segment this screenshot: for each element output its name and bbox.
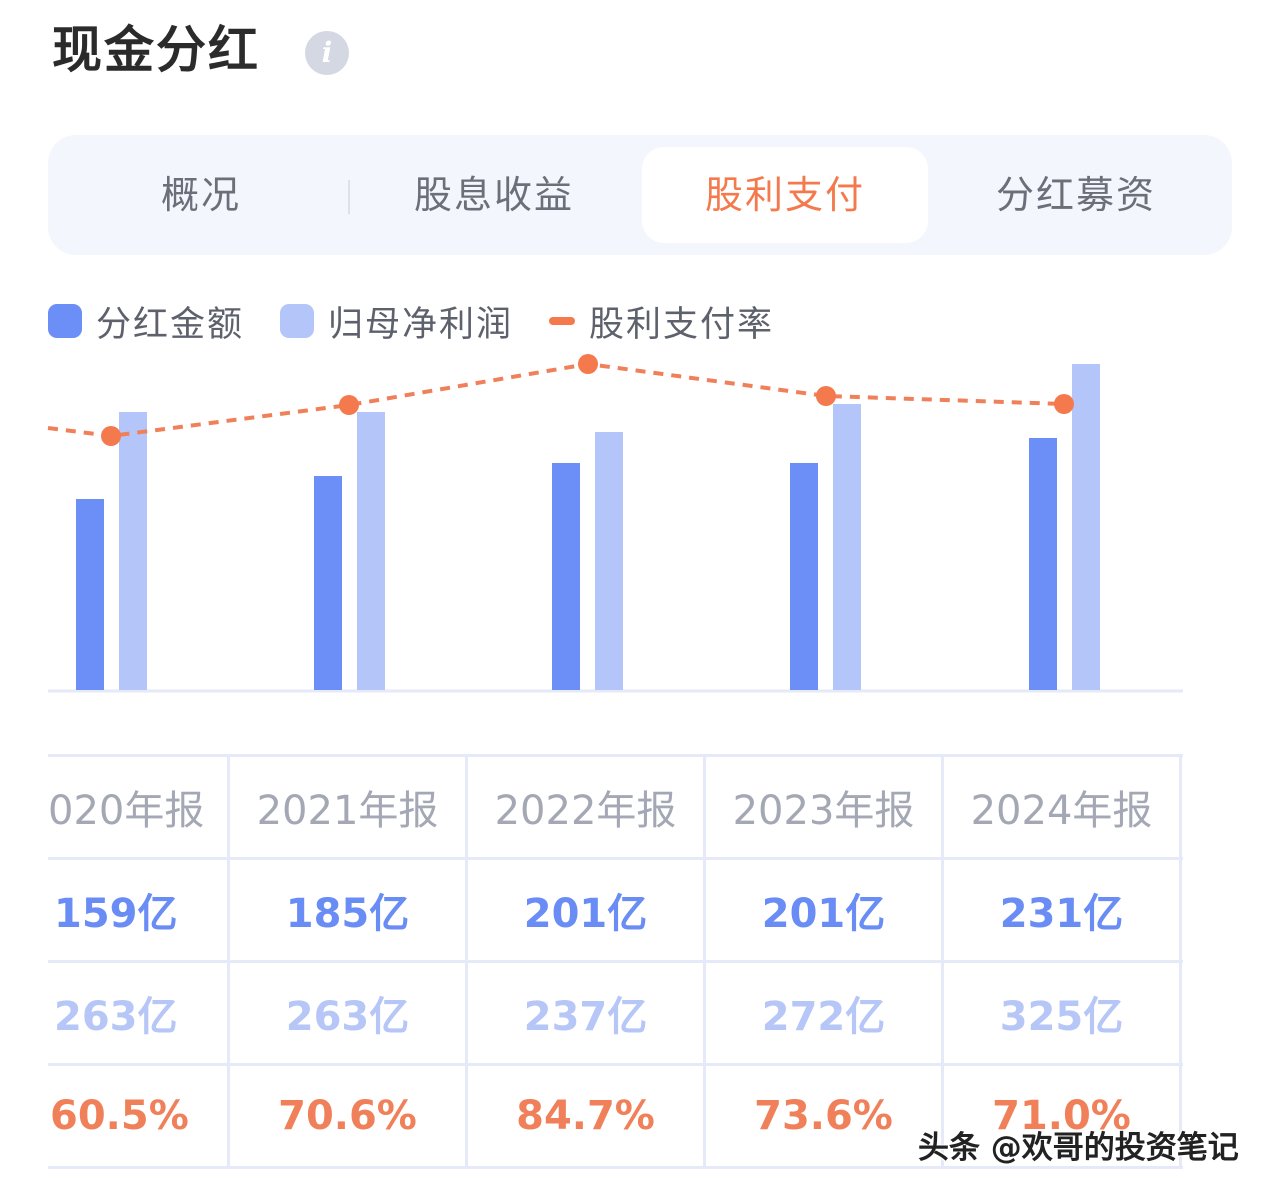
bar-net-profit-2024[interactable] [1072,364,1100,690]
table-row-years: 020年报 2021年报 2022年报 2023年报 2024年报 [48,754,1183,857]
table-row-payout-ratio: 60.5% 70.6% 84.7% 73.6% 71.0% [48,1063,1183,1169]
bar-net-profit-2023[interactable] [833,404,861,690]
tab-dividend-yield[interactable]: 股息收益 [413,173,574,217]
legend-payout-line-icon [549,317,576,325]
tab-divider [348,180,350,214]
table-cell-dividend: 231亿 [944,860,1182,960]
bar-net-profit-2021[interactable] [357,412,385,690]
table-cell-dividend: 159亿 [48,860,230,960]
legend-net-profit[interactable]: 归母净利润 [280,296,513,347]
legend-dividend-label: 分红金额 [96,304,245,345]
legend-net-profit-swatch-icon [280,304,315,338]
tab-dividend-financing[interactable]: 分红募资 [995,173,1156,217]
payout-point-2020[interactable] [101,426,121,446]
payout-point-2024[interactable] [1054,394,1074,414]
page-title: 现金分红 [52,21,260,79]
table-row-dividend: 159亿 185亿 201亿 201亿 231亿 [48,857,1183,960]
table-cell-year: 2024年报 [944,757,1182,857]
table-cell-payout-ratio: 60.5% [48,1066,230,1166]
legend-net-profit-label: 归母净利润 [328,304,514,345]
table-cell-dividend: 201亿 [706,860,944,960]
legend-payout-label: 股利支付率 [589,304,775,345]
bar-net-profit-2022[interactable] [595,432,623,690]
legend-dividend-swatch-icon [48,304,82,338]
chart-legend: 分红金额 归母净利润 股利支付率 [48,296,810,346]
payout-point-2021[interactable] [339,395,359,415]
info-icon[interactable]: i [305,31,349,75]
bar-net-profit-2020[interactable] [119,412,147,690]
table-cell-net-profit: 263亿 [48,963,230,1063]
table-cell-net-profit: 237亿 [468,963,706,1063]
combo-chart [47,354,1183,693]
watermark: 头条 @欢哥的投资笔记 [918,1130,1239,1166]
table-cell-net-profit: 272亿 [706,963,944,1063]
table-cell-net-profit: 325亿 [944,963,1182,1063]
table-cell-year: 2022年报 [468,757,706,857]
bar-dividend-2021[interactable] [314,476,342,690]
table-cell-payout-ratio: 84.7% [468,1066,706,1166]
bar-dividend-2024[interactable] [1029,438,1057,690]
table-cell-payout-ratio: 70.6% [230,1066,468,1166]
bar-dividend-2020[interactable] [76,499,104,690]
table-cell-dividend: 185亿 [230,860,468,960]
table-cell-payout-ratio: 73.6% [706,1066,944,1166]
table-cell-year: 020年报 [48,757,230,857]
table-cell-dividend: 201亿 [468,860,706,960]
table-cell-year: 2023年报 [706,757,944,857]
legend-payout-ratio[interactable]: 股利支付率 [549,296,774,347]
tab-payout[interactable]: 股利支付 [642,147,928,243]
table-cell-year: 2021年报 [230,757,468,857]
table-row-net-profit: 263亿 263亿 237亿 272亿 325亿 [48,960,1183,1063]
data-table: 020年报 2021年报 2022年报 2023年报 2024年报 159亿 1… [48,754,1183,1169]
bar-dividend-2023[interactable] [790,463,818,690]
payout-point-2022[interactable] [578,354,598,374]
legend-dividend[interactable]: 分红金额 [48,296,244,347]
tab-bar: 概况 股息收益 股利支付 分红募资 [48,135,1232,255]
payout-ratio-line [47,361,1065,439]
payout-point-2023[interactable] [816,386,836,406]
bar-dividend-2022[interactable] [552,463,580,690]
tab-overview[interactable]: 概况 [160,173,241,217]
table-cell-payout-ratio: 71.0% [944,1066,1182,1166]
table-cell-net-profit: 263亿 [230,963,468,1063]
